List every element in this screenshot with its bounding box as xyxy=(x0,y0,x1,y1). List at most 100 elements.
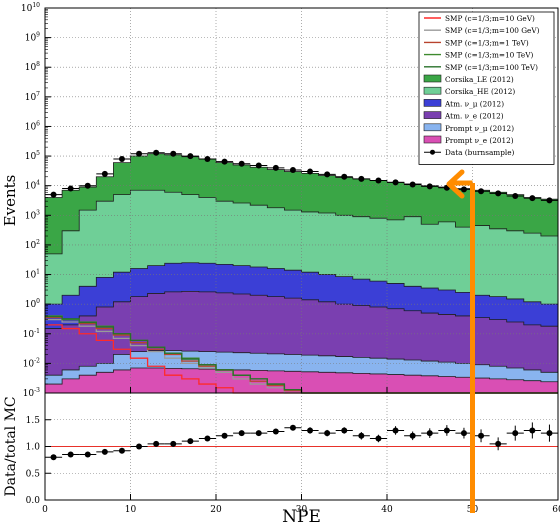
ratio-point-12 xyxy=(255,430,262,437)
data-point-13 xyxy=(272,164,279,171)
ratio-point-11 xyxy=(238,430,245,437)
bot-xtick-label-2: 20 xyxy=(210,505,222,515)
top-ytick-label-1: 10-2 xyxy=(23,357,40,369)
legend-label-3: SMP (c=1/3;m=10 TeV) xyxy=(445,51,533,60)
bot-xtick-label-6: 60 xyxy=(552,505,560,515)
data-point-14 xyxy=(289,166,296,173)
data-point-11 xyxy=(238,160,245,167)
data-point-27 xyxy=(512,192,519,199)
data-point-2 xyxy=(84,182,91,189)
data-point-5 xyxy=(136,150,143,157)
ratio-point-17 xyxy=(341,427,348,434)
ratio-point-19 xyxy=(375,435,382,442)
top-ytick-label-13: 1010 xyxy=(21,2,40,14)
top-ytick-label-4: 101 xyxy=(25,269,40,281)
data-point-16 xyxy=(324,171,331,178)
legend-swatch-7 xyxy=(423,99,442,107)
data-point-8 xyxy=(187,153,194,160)
legend-label-8: Atm. ν_e (2012) xyxy=(444,112,504,121)
legend-swatch-8 xyxy=(423,111,442,119)
ratio-point-15 xyxy=(307,427,314,434)
ratio-point-25 xyxy=(478,432,485,439)
ratio-point-3 xyxy=(101,448,108,455)
ratio-point-26 xyxy=(495,440,502,447)
ratio-point-9 xyxy=(204,435,211,442)
ratio-point-10 xyxy=(221,432,228,439)
legend-label-0: SMP (c=1/3;m=10 GeV) xyxy=(445,14,535,23)
bot-ytick-label-2: 1.0 xyxy=(26,443,41,453)
legend-label-7: Atm. ν_μ (2012) xyxy=(444,99,504,108)
bot-ytick-label-0: 0.0 xyxy=(26,496,41,506)
data-point-25 xyxy=(478,188,485,195)
data-point-24 xyxy=(460,186,467,193)
legend-label-1: SMP (c=1/3;m=100 GeV) xyxy=(445,26,540,35)
top-ylabel: Events xyxy=(1,175,19,227)
data-point-29 xyxy=(546,197,553,204)
data-point-19 xyxy=(375,177,382,184)
legend-label-2: SMP (c=1/3;m=1 TeV) xyxy=(445,38,529,47)
data-point-7 xyxy=(170,150,177,157)
top-ytick-label-10: 107 xyxy=(25,91,40,103)
ratio-point-7 xyxy=(170,440,177,447)
data-point-3 xyxy=(101,170,108,177)
bot-ytick-label-3: 1.5 xyxy=(26,416,41,426)
top-ytick-label-6: 103 xyxy=(25,209,40,221)
data-point-21 xyxy=(409,181,416,188)
data-point-1 xyxy=(67,185,74,192)
orange-arrow-annotation xyxy=(446,169,475,513)
legend-label-9: Prompt ν_μ (2012) xyxy=(445,124,514,133)
top-ytick-label-11: 108 xyxy=(25,61,40,73)
top-ytick-label-5: 102 xyxy=(25,239,40,251)
ratio-point-5 xyxy=(136,443,143,450)
data-point-0 xyxy=(50,191,57,198)
bot-xtick-label-0: 0 xyxy=(42,505,48,515)
bot-xtick-label-3: 30 xyxy=(296,505,308,515)
legend-swatch-5 xyxy=(423,74,442,83)
ratio-point-6 xyxy=(153,440,160,447)
ratio-point-4 xyxy=(118,447,125,454)
top-ytick-label-0: 10-3 xyxy=(23,387,40,399)
data-point-26 xyxy=(495,190,502,197)
data-point-20 xyxy=(392,179,399,186)
ratio-point-27 xyxy=(512,430,519,437)
ratio-point-8 xyxy=(187,438,194,445)
data-point-9 xyxy=(204,155,211,162)
legend-box xyxy=(418,11,555,165)
top-ytick-label-8: 105 xyxy=(25,150,40,162)
legend-swatch-10 xyxy=(423,135,442,144)
bot-xtick-label-4: 40 xyxy=(381,505,393,515)
top-ytick-label-3: 100 xyxy=(25,298,40,310)
legend-swatch-11 xyxy=(430,149,435,155)
arrow-head xyxy=(446,169,465,199)
ratio-point-0 xyxy=(50,454,57,461)
data-point-18 xyxy=(358,175,365,182)
legend-label-4: SMP (c=1/3;m=100 TeV) xyxy=(445,63,538,72)
ratio-point-1 xyxy=(67,451,74,458)
ratio-panel: 0.00.51.01.50102030405060Data/total MCNP… xyxy=(3,392,560,527)
data-point-12 xyxy=(255,162,262,169)
top-ytick-label-9: 106 xyxy=(25,120,40,132)
data-point-10 xyxy=(221,158,228,165)
top-ytick-label-12: 109 xyxy=(25,32,40,44)
ratio-point-20 xyxy=(392,427,399,434)
data-point-17 xyxy=(341,173,348,180)
ratio-point-23 xyxy=(443,427,450,434)
bot-xlabel: NPE xyxy=(282,507,321,527)
ratio-point-28 xyxy=(529,427,536,434)
legend-label-11: Data (burnsample) xyxy=(445,148,515,157)
bot-ylabel: Data/total MC xyxy=(3,396,19,496)
ratio-point-13 xyxy=(272,428,279,435)
ratio-point-18 xyxy=(358,432,365,439)
legend-label-10: Prompt ν_e (2012) xyxy=(445,136,514,145)
ratio-point-29 xyxy=(546,430,553,437)
data-point-4 xyxy=(118,155,125,162)
legend-label-5: Corsika_LE (2012) xyxy=(445,75,514,84)
legend: SMP (c=1/3;m=10 GeV) SMP (c=1/3;m=100 GeV… xyxy=(418,11,555,165)
ratio-point-16 xyxy=(324,430,331,437)
legend-swatch-9 xyxy=(423,123,442,132)
bot-xtick-label-1: 10 xyxy=(125,505,137,515)
legend-label-6: Corsika_HE (2012) xyxy=(445,87,515,96)
ratio-point-24 xyxy=(460,430,467,437)
ratio-point-14 xyxy=(289,424,296,431)
data-point-15 xyxy=(307,168,314,175)
